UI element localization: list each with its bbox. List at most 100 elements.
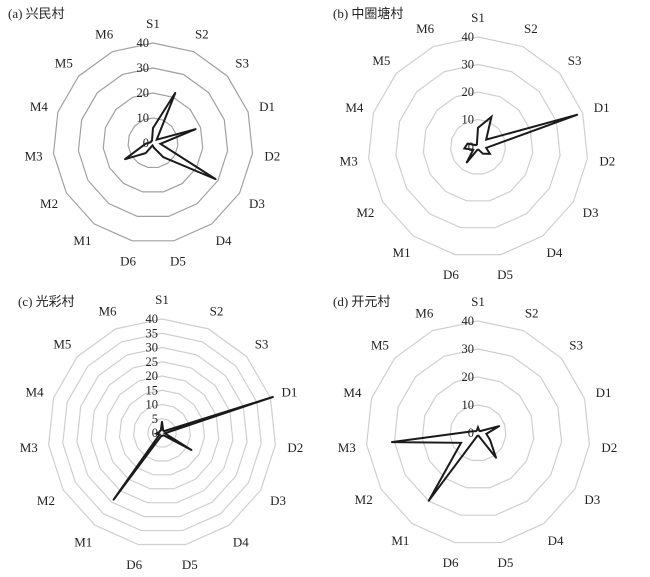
axis-label-M4: M4 — [30, 99, 49, 114]
data-point-D1 — [498, 425, 501, 427]
axis-label-M5: M5 — [55, 56, 73, 71]
axis-label-M3: M3 — [340, 154, 358, 169]
data-point-D5 — [477, 148, 480, 151]
axis-label-D4: D4 — [548, 533, 564, 548]
tick-label: 15 — [146, 383, 159, 397]
data-point-M6 — [476, 143, 478, 146]
axis-label-D2: D2 — [601, 440, 617, 455]
data-point-M1 — [427, 500, 430, 502]
data-series-line — [112, 395, 274, 501]
data-point-D6 — [476, 148, 479, 151]
axis-label-D3: D3 — [249, 196, 265, 211]
tick-label: 20 — [137, 86, 150, 100]
axis-label-M6: M6 — [416, 21, 435, 36]
data-point-S3 — [155, 138, 158, 141]
axis-label-M1: M1 — [391, 533, 409, 548]
axis-label-S1: S1 — [155, 292, 169, 307]
grid-ring — [450, 118, 506, 175]
axis-label-D3: D3 — [584, 492, 600, 507]
axis-label-M3: M3 — [25, 149, 43, 164]
data-point-D6 — [476, 434, 479, 437]
data-point-M2 — [124, 158, 126, 161]
data-point-D2 — [164, 432, 166, 435]
data-point-S3 — [485, 138, 487, 141]
grid-ring — [104, 375, 220, 490]
tick-label: 10 — [146, 398, 159, 412]
axis-label-D1: D1 — [259, 99, 275, 114]
axis-label-M6: M6 — [98, 304, 117, 319]
data-point-M4 — [471, 430, 474, 433]
data-point-D2 — [485, 433, 488, 435]
data-point-D1 — [576, 113, 579, 116]
axis-label-D6: D6 — [443, 555, 459, 570]
grid-ring — [52, 42, 254, 242]
axis-label-M5: M5 — [53, 336, 71, 351]
grid-ring — [449, 404, 507, 461]
axis-label-S2: S2 — [524, 21, 538, 36]
data-point-M1 — [144, 152, 147, 154]
data-point-D6 — [151, 144, 154, 147]
axis-label-S2: S2 — [525, 305, 539, 320]
tick-label: 30 — [137, 61, 150, 75]
axis-label-D6: D6 — [120, 253, 136, 268]
axis-label-S3: S3 — [235, 56, 249, 71]
radar-chart-zhongquantang: 0 10 20 30 40 S1 S2 S3 D1 D2 D3 D4 D5 D6 M1 M2 M3 M4 M5 M6 (… — [333, 6, 615, 282]
axis-label-D4: D4 — [233, 534, 249, 549]
tick-label: 35 — [146, 326, 159, 340]
axis-label-S3: S3 — [569, 338, 583, 353]
tick-label: 0 — [152, 426, 158, 440]
tick-label: 20 — [146, 369, 159, 383]
data-point-D2 — [485, 147, 488, 149]
axis-label-M6: M6 — [95, 26, 114, 41]
grid-ring — [421, 376, 535, 489]
tick-label: 20 — [462, 85, 475, 99]
radar-chart-kaiyuan: 0 10 20 30 40 S1 S2 S3 D1 D2 D3 D4 D5 D6 M1 M2 M3 M4 M5 M6 (… — [333, 294, 617, 570]
data-point-S3 — [479, 430, 481, 432]
axis-label-D5: D5 — [497, 267, 513, 282]
radar-chart-xingmin: 010203040S1S2S3D1D2D3D4D5D6M1M2M3M4M5M6(… — [8, 6, 280, 268]
axis-label-D5: D5 — [182, 557, 198, 572]
data-point-M4 — [466, 142, 469, 145]
tick-label: 10 — [462, 113, 475, 127]
grid-ring — [62, 332, 262, 532]
data-point-D5 — [161, 434, 164, 437]
data-point-D6 — [160, 434, 163, 437]
axis-label-D5: D5 — [497, 555, 513, 570]
data-point-S1 — [477, 426, 479, 429]
axis-label-D1: D1 — [281, 385, 297, 400]
tick-label: 30 — [146, 341, 159, 355]
data-point-S1 — [152, 127, 154, 129]
chart-title: (a) 兴民村 — [8, 6, 65, 21]
data-point-D5 — [477, 434, 480, 437]
data-point-D5 — [153, 147, 155, 149]
data-series-line — [391, 424, 500, 502]
data-point-D1 — [194, 128, 197, 130]
axis-label-M3: M3 — [20, 440, 38, 455]
axis-label-S2: S2 — [210, 304, 224, 319]
axis-label-S1: S1 — [146, 16, 160, 31]
data-point-M3 — [144, 142, 147, 145]
data-point-D4 — [162, 156, 165, 158]
axis-label-S1: S1 — [471, 10, 485, 25]
data-point-S1 — [161, 420, 163, 423]
data-point-M1 — [112, 499, 115, 501]
data-point-D4 — [495, 457, 497, 459]
data-point-M6 — [151, 139, 153, 142]
axis-label-M2: M2 — [37, 493, 55, 508]
data-point-D3 — [489, 153, 491, 155]
chart-title: (c) 光彩村 — [18, 294, 75, 309]
grid-ring — [102, 92, 204, 193]
tick-label: 40 — [462, 30, 475, 44]
tick-label: 40 — [462, 314, 475, 328]
grid-ring — [367, 36, 589, 256]
axis-label-D3: D3 — [583, 205, 599, 220]
axis-label-M2: M2 — [40, 196, 58, 211]
chart-title: (d) 开元村 — [333, 294, 390, 309]
axis-label-D2: D2 — [599, 154, 615, 169]
axis-label-M3: M3 — [338, 440, 356, 455]
axis-label-D5: D5 — [170, 253, 186, 268]
axis-label-M1: M1 — [393, 245, 411, 260]
grid-ring — [133, 403, 191, 462]
grid-ring — [48, 318, 276, 546]
